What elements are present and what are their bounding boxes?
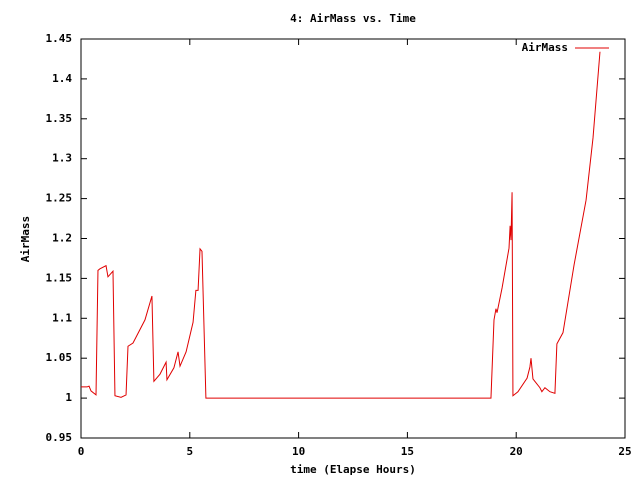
legend-label: AirMass (522, 41, 568, 54)
plot-frame (80, 38, 626, 439)
x-axis-label: time (Elapse Hours) (290, 463, 416, 476)
x-tick-label: 5 (186, 445, 193, 458)
y-tick-label: 1.3 (52, 152, 72, 165)
y-tick-label: 0.95 (46, 431, 73, 444)
y-tick-label: 1 (65, 391, 72, 404)
y-tick-label: 1.05 (46, 351, 73, 364)
x-tick-label: 15 (401, 445, 414, 458)
data-line (81, 51, 601, 399)
y-tick-label: 1.2 (52, 232, 72, 245)
x-tick-label: 20 (510, 445, 523, 458)
y-tick-label: 1.15 (46, 271, 73, 284)
x-tick-label: 0 (78, 445, 85, 458)
y-tick-label: 1.25 (46, 192, 73, 205)
y-axis-label: AirMass (19, 216, 32, 262)
x-tick-label: 25 (618, 445, 631, 458)
y-tick-label: 1.45 (46, 32, 73, 45)
y-tick-label: 1.4 (52, 72, 72, 85)
y-tick-label: 1.35 (46, 112, 73, 125)
y-tick-label: 1.1 (52, 311, 72, 324)
x-tick-label: 10 (292, 445, 305, 458)
chart-title: 4: AirMass vs. Time (290, 12, 416, 25)
